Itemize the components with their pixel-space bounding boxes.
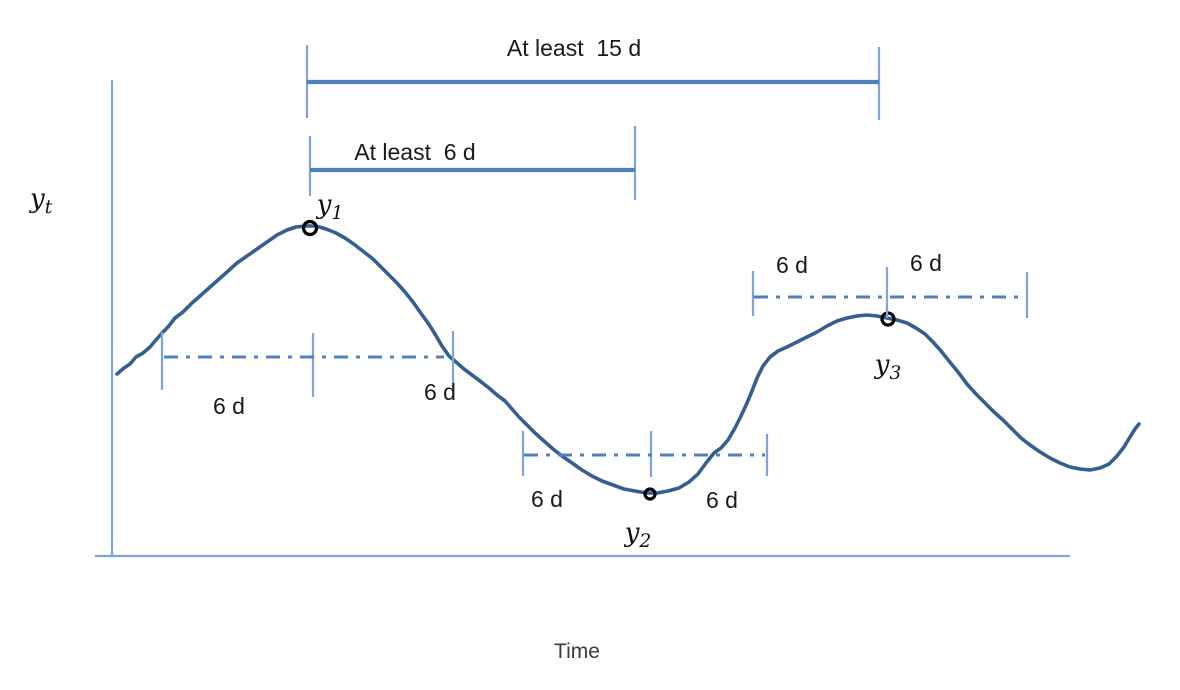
interval-group-y1: 6 d 6 d (160, 331, 456, 419)
bracket-15d-label: At least 15 d (507, 35, 641, 61)
x-axis-label: Time (554, 640, 600, 663)
interval-label-6d-1: 6 d (213, 393, 245, 419)
interval-label-6d-3: 6 d (531, 486, 563, 512)
bracket-at-least-15d: At least 15 d (305, 35, 881, 120)
label-y1: y1 (316, 190, 344, 224)
peak-marker-y1 (301, 219, 319, 237)
interval-label-6d-4: 6 d (706, 487, 738, 513)
interval-group-y2: 6 d 6 d (521, 431, 769, 513)
bracket-at-least-6d: At least 6 d (308, 126, 637, 200)
bracket-6d-label: At least 6 d (354, 139, 475, 165)
y-axis-label: yt (29, 184, 53, 218)
time-series-curve (115, 224, 1141, 495)
label-y3: y3 (874, 350, 902, 384)
interval-label-6d-2: 6 d (424, 379, 456, 405)
interval-group-y3: 6 d 6 d (751, 250, 1029, 318)
interval-label-6d-6: 6 d (910, 250, 942, 276)
label-y2: y2 (624, 518, 652, 552)
trough-marker-y2 (643, 487, 657, 501)
interval-label-6d-5: 6 d (776, 252, 808, 278)
